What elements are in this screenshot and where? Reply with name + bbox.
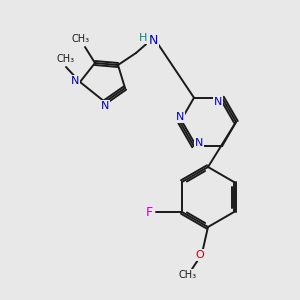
Text: H: H	[139, 33, 147, 43]
Text: N: N	[101, 101, 109, 111]
Text: F: F	[146, 206, 153, 218]
Text: CH₃: CH₃	[72, 34, 90, 44]
Text: N: N	[214, 97, 222, 107]
Text: O: O	[196, 250, 204, 260]
Text: N: N	[195, 138, 203, 148]
Text: N: N	[176, 112, 184, 122]
Text: CH₃: CH₃	[179, 270, 197, 280]
Text: N: N	[148, 34, 158, 46]
Text: N: N	[71, 76, 79, 86]
Text: CH₃: CH₃	[57, 54, 75, 64]
